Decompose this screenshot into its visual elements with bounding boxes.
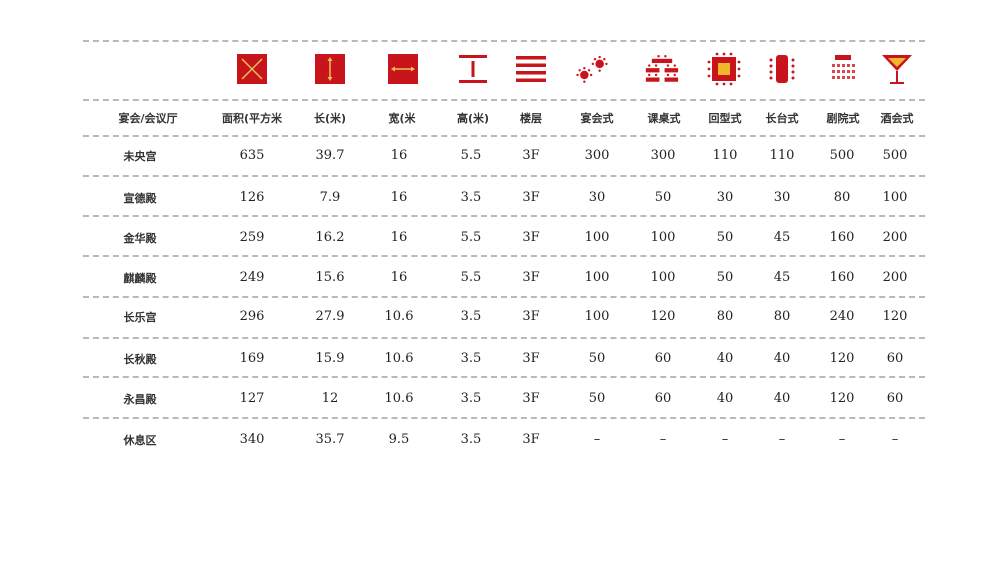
cell-length: 16.2 xyxy=(290,230,370,245)
cell-width: 16 xyxy=(359,230,439,245)
header-width: 宽(米 xyxy=(362,110,442,126)
cell-cocktail: 60 xyxy=(855,351,935,366)
classroom-desks-icon xyxy=(645,52,679,86)
cell-area: 635 xyxy=(212,148,292,163)
height-i-beam-icon xyxy=(456,52,490,86)
cell-cocktail: 200 xyxy=(855,270,935,285)
cocktail-glass-icon xyxy=(880,52,914,86)
cell-length: 12 xyxy=(290,391,370,406)
cell-area: 249 xyxy=(212,270,292,285)
cell-width: 10.6 xyxy=(359,351,439,366)
cell-width: 10.6 xyxy=(359,309,439,324)
cell-length: 15.6 xyxy=(290,270,370,285)
separator-row xyxy=(83,175,925,177)
cell-width: 10.6 xyxy=(359,391,439,406)
cell-length: 35.7 xyxy=(290,432,370,447)
header-length: 长(米) xyxy=(290,110,370,126)
hall-name: 休息区 xyxy=(100,432,180,448)
separator-row xyxy=(83,337,925,339)
banquet-round-tables-icon xyxy=(575,52,609,86)
cell-width: 9.5 xyxy=(359,432,439,447)
cell-cocktail: 100 xyxy=(855,190,935,205)
cell-length: 7.9 xyxy=(290,190,370,205)
separator-top xyxy=(83,40,925,42)
cell-cocktail: 60 xyxy=(855,391,935,406)
hall-name: 永昌殿 xyxy=(100,391,180,407)
hall-name: 宣德殿 xyxy=(100,190,180,206)
separator-row xyxy=(83,296,925,298)
separator-row xyxy=(83,215,925,217)
cell-area: 340 xyxy=(212,432,292,447)
cell-width: 16 xyxy=(359,270,439,285)
header-area: 面积(平方米 xyxy=(212,110,292,126)
long-table-icon xyxy=(765,52,799,86)
cell-width: 16 xyxy=(359,190,439,205)
u-shape-table-icon xyxy=(707,52,741,86)
cell-area: 126 xyxy=(212,190,292,205)
cell-cocktail: 200 xyxy=(855,230,935,245)
cell-length: 39.7 xyxy=(290,148,370,163)
floor-stripes-icon xyxy=(514,52,548,86)
length-square-icon xyxy=(313,52,347,86)
header-cocktail: 酒会式 xyxy=(857,110,937,126)
cell-area: 259 xyxy=(212,230,292,245)
separator-row xyxy=(83,376,925,378)
width-square-icon xyxy=(386,52,420,86)
header-hall: 宴会/会议厅 xyxy=(108,110,188,126)
cell-cocktail: 500 xyxy=(855,148,935,163)
cell-area: 127 xyxy=(212,391,292,406)
hall-name: 长乐宫 xyxy=(100,309,180,325)
cell-area: 169 xyxy=(212,351,292,366)
theater-seating-icon xyxy=(826,52,860,86)
cell-cocktail: 120 xyxy=(855,309,935,324)
hall-name: 麒麟殿 xyxy=(100,270,180,286)
separator-header xyxy=(83,99,925,101)
separator-row xyxy=(83,255,925,257)
cell-area: 296 xyxy=(212,309,292,324)
cell-width: 16 xyxy=(359,148,439,163)
area-square-icon xyxy=(235,52,269,86)
hall-name: 金华殿 xyxy=(100,230,180,246)
separator-row xyxy=(83,135,925,137)
cell-length: 15.9 xyxy=(290,351,370,366)
separator-row xyxy=(83,417,925,419)
cell-cocktail: – xyxy=(855,432,935,447)
hall-name: 长秋殿 xyxy=(100,351,180,367)
cell-length: 27.9 xyxy=(290,309,370,324)
hall-name: 未央宫 xyxy=(100,148,180,164)
